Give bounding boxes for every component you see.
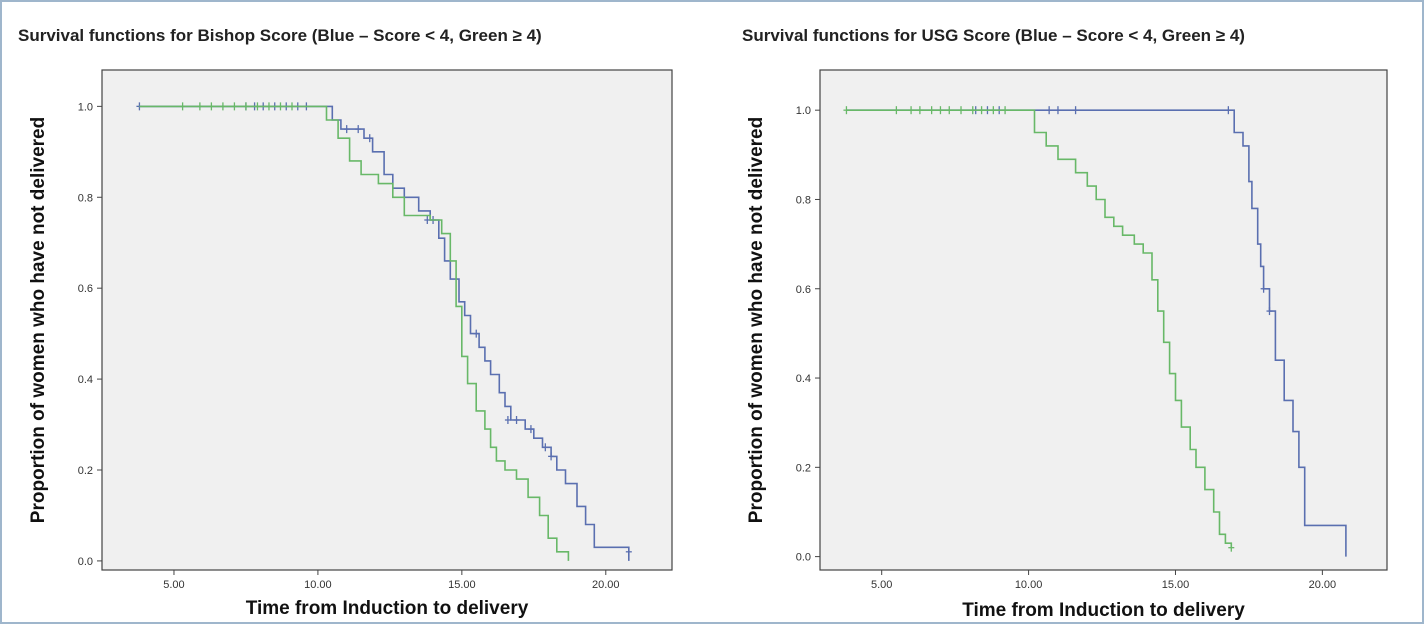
- y-axis-label: Proportion of women who have not deliver…: [746, 117, 767, 523]
- y-tick-label: 0.2: [78, 465, 93, 477]
- censor-mark: [196, 102, 203, 111]
- censor-mark: [978, 106, 985, 115]
- censor-mark: [504, 416, 511, 424]
- x-tick-label: 10.00: [304, 579, 332, 591]
- x-axis-label: Time from Induction to delivery: [962, 600, 1245, 621]
- series-line-green: [139, 105, 570, 561]
- plot-area: [819, 69, 1388, 571]
- censor-mark: [542, 443, 549, 452]
- censor-mark: [1002, 106, 1009, 115]
- censor-mark: [916, 106, 923, 115]
- chart-svg: 0.0 0.2 0.4 0.6 0.8 1.0 5.00 10.00 15.00 20.00 Tim…: [746, 69, 1388, 621]
- censor-mark: [1072, 106, 1079, 115]
- plot-area: [101, 69, 673, 571]
- censor-mark: [219, 102, 226, 111]
- censor-mark: [366, 134, 373, 143]
- censor-mark: [242, 102, 249, 111]
- y-tick-label: 0.4: [796, 373, 811, 385]
- y-tick-label: 0.0: [796, 552, 811, 564]
- x-tick-label: 5.00: [163, 579, 184, 591]
- x-axis-label: Time from Induction to delivery: [246, 598, 529, 619]
- y-tick-label: 0.8: [796, 194, 811, 206]
- censor-mark: [625, 547, 632, 556]
- chart-title: Survival functions for Bishop Score (Blu…: [18, 26, 542, 45]
- censor-mark: [1046, 106, 1053, 115]
- x-tick-label: 15.00: [448, 579, 476, 591]
- y-tick-label: 0.2: [796, 462, 811, 474]
- censor-mark: [231, 102, 238, 111]
- censor-mark: [355, 125, 362, 134]
- y-tick-label: 0.6: [78, 283, 93, 295]
- series-line-blue: [846, 109, 1347, 557]
- x-tick-label: 5.00: [871, 579, 892, 591]
- chart-title: Survival functions for USG Score (Blue –…: [742, 26, 1245, 45]
- y-tick-label: 0.8: [78, 192, 93, 204]
- censor-mark: [424, 216, 431, 224]
- censor-mark: [937, 106, 944, 115]
- x-tick-label: 20.00: [592, 579, 620, 591]
- censor-mark: [289, 102, 295, 111]
- censor-mark: [548, 452, 555, 461]
- censor-mark: [969, 106, 976, 115]
- censor-mark: [1054, 106, 1061, 115]
- y-tick-label: 1.0: [796, 105, 811, 117]
- y-tick-label: 0.0: [78, 556, 93, 568]
- censor-mark: [343, 125, 350, 134]
- censor-mark: [179, 102, 186, 111]
- censor-mark: [527, 425, 534, 434]
- x-tick-label: 15.00: [1162, 579, 1190, 591]
- censor-mark: [946, 106, 953, 115]
- censor-mark: [1228, 543, 1235, 552]
- censor-mark: [990, 106, 997, 115]
- y-tick-label: 0.4: [78, 374, 93, 386]
- censor-mark: [1266, 307, 1273, 316]
- censor-mark: [1225, 106, 1232, 115]
- censor-mark: [908, 106, 915, 115]
- censor-mark: [513, 416, 520, 424]
- censor-mark: [473, 329, 480, 338]
- y-axis-label: Proportion of women who have not deliver…: [28, 117, 49, 523]
- x-tick-label: 10.00: [1015, 579, 1043, 591]
- censor-mark: [208, 102, 215, 111]
- censor-mark: [254, 102, 261, 111]
- x-tick-label: 20.00: [1309, 579, 1337, 591]
- chart-panel-usg: Survival functions for USG Score (Blue –…: [714, 2, 1424, 626]
- censor-mark: [1260, 284, 1267, 293]
- chart-panel-bishop: Survival functions for Bishop Score (Blu…: [2, 2, 714, 626]
- censor-mark: [265, 102, 272, 111]
- chart-svg: 0.0 0.2 0.4 0.6 0.8 1.0 5.00 10.00 15.00 20.00 Tim…: [28, 69, 673, 619]
- censor-mark: [893, 106, 900, 115]
- censor-mark: [843, 106, 850, 115]
- censor-mark: [958, 106, 965, 115]
- series-line-green: [846, 109, 1233, 548]
- y-tick-label: 0.6: [796, 284, 811, 296]
- censor-mark: [928, 106, 935, 115]
- y-tick-label: 1.0: [78, 101, 93, 113]
- censor-mark: [277, 102, 284, 111]
